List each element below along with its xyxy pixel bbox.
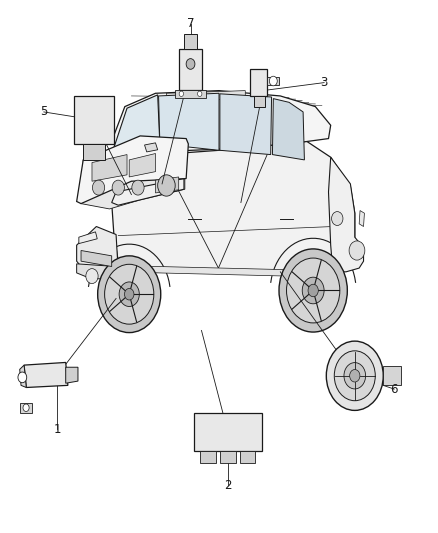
- Circle shape: [112, 180, 124, 195]
- Polygon shape: [24, 362, 68, 387]
- Polygon shape: [175, 90, 206, 98]
- Circle shape: [349, 241, 365, 260]
- Circle shape: [86, 269, 98, 284]
- Polygon shape: [166, 91, 245, 101]
- Circle shape: [132, 180, 144, 195]
- Circle shape: [308, 284, 318, 297]
- Text: 5: 5: [40, 106, 47, 118]
- Polygon shape: [77, 227, 118, 277]
- Circle shape: [286, 258, 340, 323]
- Polygon shape: [92, 155, 127, 181]
- Polygon shape: [112, 141, 355, 272]
- Polygon shape: [115, 265, 331, 277]
- Text: 3: 3: [321, 76, 328, 89]
- Polygon shape: [81, 251, 112, 266]
- Polygon shape: [20, 403, 32, 413]
- Circle shape: [344, 362, 366, 389]
- Circle shape: [124, 288, 134, 300]
- Polygon shape: [112, 91, 331, 152]
- Circle shape: [198, 91, 202, 96]
- Polygon shape: [113, 95, 160, 155]
- Polygon shape: [240, 451, 255, 463]
- Polygon shape: [328, 157, 364, 272]
- Polygon shape: [272, 99, 304, 160]
- Circle shape: [334, 351, 375, 401]
- Polygon shape: [184, 34, 197, 49]
- Circle shape: [179, 91, 184, 96]
- Circle shape: [332, 212, 343, 225]
- Polygon shape: [129, 154, 155, 177]
- Circle shape: [269, 76, 277, 86]
- Circle shape: [158, 175, 175, 196]
- Polygon shape: [220, 94, 272, 155]
- Circle shape: [326, 341, 383, 410]
- Polygon shape: [77, 264, 117, 280]
- Text: 6: 6: [390, 383, 398, 395]
- Text: 2: 2: [224, 479, 232, 491]
- Polygon shape: [250, 69, 267, 96]
- Polygon shape: [254, 96, 265, 107]
- Polygon shape: [220, 451, 236, 463]
- Polygon shape: [159, 93, 219, 150]
- Circle shape: [279, 249, 347, 332]
- Polygon shape: [179, 49, 202, 90]
- Circle shape: [302, 277, 324, 304]
- Polygon shape: [359, 211, 364, 227]
- Circle shape: [186, 59, 195, 69]
- Polygon shape: [194, 413, 262, 451]
- Polygon shape: [83, 144, 105, 160]
- Polygon shape: [383, 366, 401, 385]
- Polygon shape: [79, 232, 97, 244]
- Polygon shape: [200, 451, 216, 463]
- Polygon shape: [267, 77, 279, 85]
- Text: 7: 7: [187, 18, 194, 30]
- Circle shape: [18, 372, 27, 383]
- Polygon shape: [20, 365, 26, 387]
- Polygon shape: [145, 143, 158, 152]
- Polygon shape: [66, 367, 78, 383]
- Polygon shape: [81, 145, 185, 209]
- Polygon shape: [155, 177, 179, 193]
- Text: 1: 1: [53, 423, 61, 435]
- Circle shape: [119, 282, 139, 306]
- Polygon shape: [77, 136, 188, 204]
- Circle shape: [98, 256, 161, 333]
- Polygon shape: [74, 96, 114, 144]
- Circle shape: [23, 404, 29, 411]
- Circle shape: [350, 369, 360, 382]
- Polygon shape: [112, 179, 184, 205]
- Circle shape: [105, 264, 154, 324]
- Circle shape: [92, 180, 105, 195]
